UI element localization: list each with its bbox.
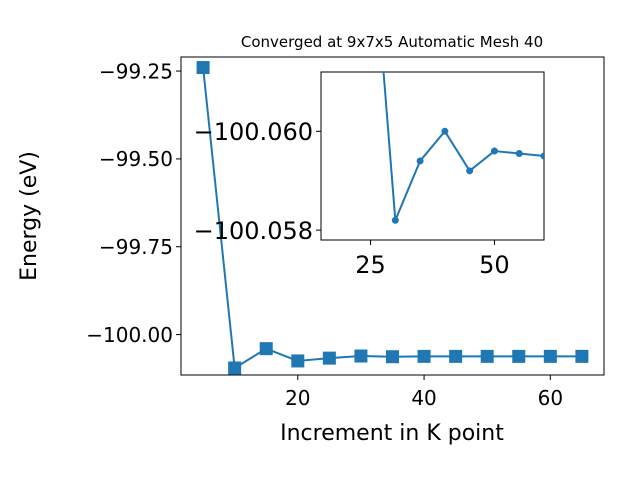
data-point <box>575 349 589 363</box>
main-axis-ticks: 20 40 60 −99.25 −99.50 −99.75 −100.00 <box>86 59 563 410</box>
y-axis-label: Energy (eV) <box>17 151 42 281</box>
inset-series <box>382 72 544 224</box>
x-tick-label: 20 <box>285 386 310 410</box>
data-point <box>543 349 557 363</box>
data-point <box>391 216 399 224</box>
data-point <box>449 349 463 363</box>
y-tick-label: −99.75 <box>99 235 173 259</box>
inset-plot-frame <box>320 71 545 241</box>
data-point <box>228 361 242 375</box>
x-tick-label: 25 <box>355 251 386 279</box>
inset-axis-ticks: 25 50 −100.060 −100.058 <box>194 118 510 279</box>
inset-chart: 25 50 −100.060 −100.058 <box>194 71 545 279</box>
x-tick-label: 50 <box>479 251 510 279</box>
data-point <box>515 150 523 158</box>
y-tick-label: −100.00 <box>86 323 173 347</box>
chart-title: Converged at 9x7x5 Automatic Mesh 40 <box>241 33 543 51</box>
y-tick-label: −100.060 <box>194 118 313 146</box>
y-tick-label: −99.50 <box>99 147 173 171</box>
data-point <box>259 342 273 356</box>
data-point <box>416 157 424 165</box>
x-axis-label: Increment in K point <box>280 421 504 446</box>
y-tick-label: −100.058 <box>194 217 313 245</box>
data-point <box>480 349 494 363</box>
data-point <box>466 167 474 175</box>
data-point <box>540 152 544 160</box>
data-point <box>291 354 305 368</box>
data-point <box>322 351 336 365</box>
y-tick-label: −99.25 <box>99 59 173 83</box>
data-point <box>441 127 449 135</box>
data-point <box>417 349 431 363</box>
x-tick-label: 60 <box>538 386 563 410</box>
data-point <box>512 349 526 363</box>
data-point <box>386 350 399 364</box>
main-series <box>196 61 589 375</box>
x-tick-label: 40 <box>411 386 436 410</box>
data-point <box>196 61 210 75</box>
data-point <box>354 349 368 363</box>
data-point <box>490 147 498 155</box>
